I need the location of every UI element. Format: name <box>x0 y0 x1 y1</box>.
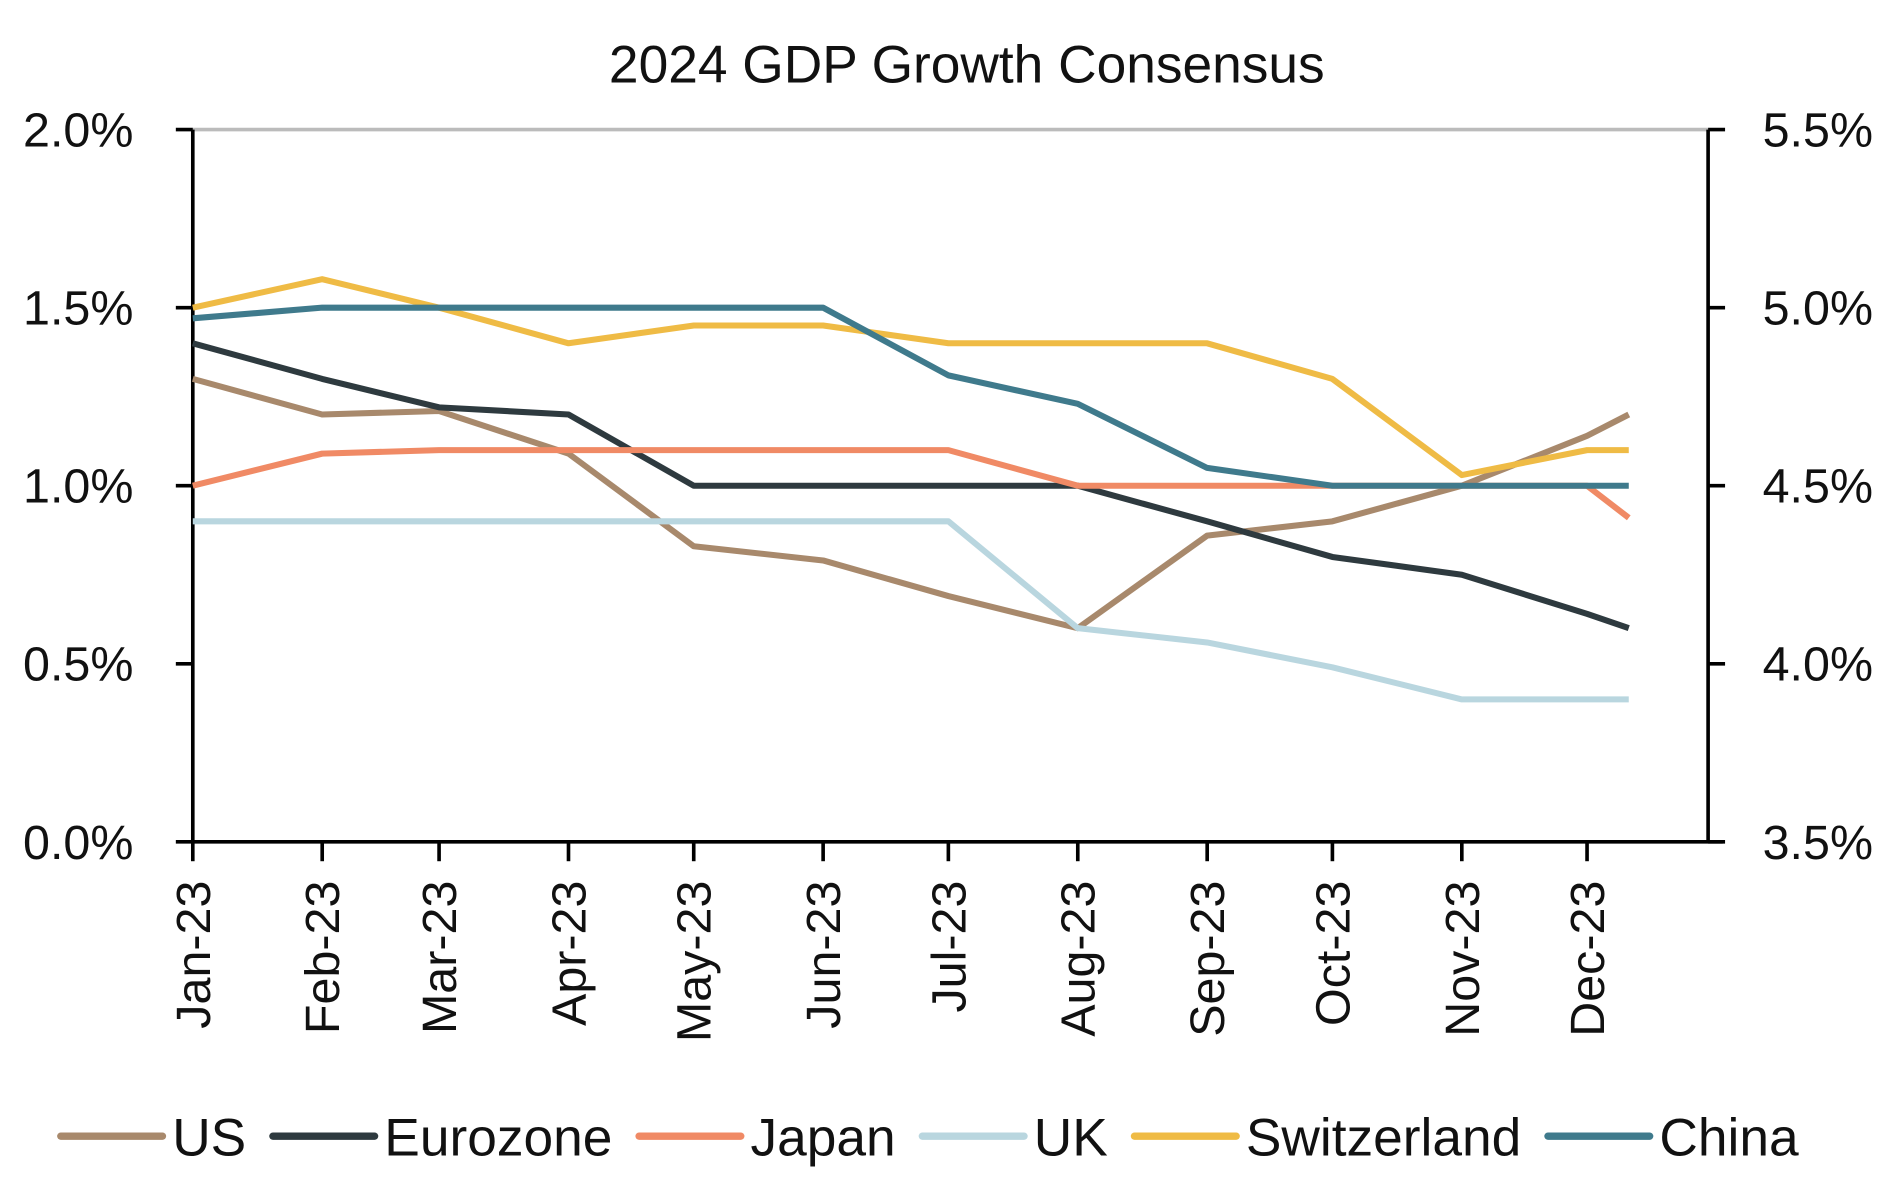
y-left-tick-label: 1.5% <box>23 282 133 336</box>
series-line-uk <box>192 518 1629 703</box>
x-tick-label: Mar-23 <box>413 881 467 1034</box>
x-tick-label: Jun-23 <box>797 881 851 1029</box>
x-tick-label: Sep-23 <box>1181 881 1235 1037</box>
series-line-us <box>191 375 1631 632</box>
y-left-tick-label: 1.0% <box>23 460 133 514</box>
legend-item-japan: Japan <box>635 1109 896 1168</box>
x-tick-label: Dec-23 <box>1561 881 1615 1037</box>
x-tick-label: Aug-23 <box>1052 881 1106 1037</box>
legend-label: China <box>1659 1109 1799 1168</box>
y-right-tick-label: 4.0% <box>1763 638 1873 692</box>
y-right-tick-label: 4.5% <box>1763 460 1873 514</box>
x-tick-label: Feb-23 <box>296 881 350 1034</box>
axes: 0.0% 0.5% 1.0% 1.5% 2.0% 3.5% 4.0% 4.5% 5.0% 5.5%… <box>23 104 1873 1043</box>
legend-label: Eurozone <box>384 1109 612 1168</box>
x-tick-label: Oct-23 <box>1306 881 1360 1026</box>
x-tick-label: Jan-23 <box>167 881 221 1029</box>
legend-item-us: US <box>57 1109 246 1168</box>
series-line-china <box>192 304 1629 489</box>
legend-label: US <box>172 1109 246 1168</box>
legend-label: Switzerland <box>1246 1109 1521 1168</box>
legend-label: UK <box>1034 1109 1108 1168</box>
x-tick-label: Jul-23 <box>922 881 976 1013</box>
y-left-tick-label: 0.0% <box>23 816 133 870</box>
legend-item-eurozone: Eurozone <box>269 1109 612 1168</box>
legend: US Eurozone Japan UK Switzerland China <box>57 1109 1799 1168</box>
legend-item-china: China <box>1544 1109 1799 1168</box>
x-tick-label: Apr-23 <box>542 881 596 1026</box>
y-left-tick-label: 0.5% <box>23 638 133 692</box>
y-left-tick-label: 2.0% <box>23 104 133 158</box>
series-lines <box>191 276 1631 703</box>
legend-item-uk: UK <box>918 1109 1108 1168</box>
y-right-tick-label: 5.5% <box>1763 104 1873 158</box>
x-tick-label: Nov-23 <box>1436 881 1490 1037</box>
y-right-tick-label: 5.0% <box>1763 282 1873 336</box>
x-tick-label: May-23 <box>668 881 722 1043</box>
legend-label: Japan <box>750 1109 895 1168</box>
legend-item-switzerland: Switzerland <box>1130 1109 1521 1168</box>
series-line-eurozone <box>191 340 1630 632</box>
chart-title: 2024 GDP Growth Consensus <box>609 35 1325 94</box>
y-right-tick-label: 3.5% <box>1763 816 1873 870</box>
